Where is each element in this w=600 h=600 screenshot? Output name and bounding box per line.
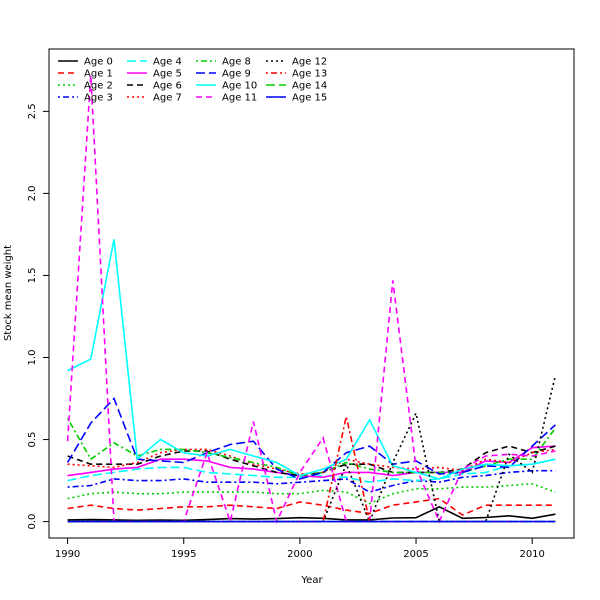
x-axis: 1990 1995 2000 2005 2010 bbox=[55, 538, 545, 560]
series-line-age-1 bbox=[67, 497, 556, 516]
series-line-age-10 bbox=[67, 239, 556, 480]
legend-label: Age 9 bbox=[222, 69, 251, 80]
x-axis-title: Year bbox=[300, 575, 323, 586]
legend-label: Age 1 bbox=[84, 69, 113, 80]
legend-label: Age 4 bbox=[153, 57, 182, 68]
y-axis: 0.0 0.5 1.0 1.5 2.0 2.5 bbox=[27, 103, 49, 530]
x-tick-label: 2000 bbox=[287, 549, 312, 560]
legend-label: Age 15 bbox=[292, 93, 327, 104]
legend-label: Age 0 bbox=[84, 57, 113, 68]
legend-label: Age 7 bbox=[153, 93, 182, 104]
y-tick-label: 2.0 bbox=[27, 185, 38, 201]
legend-label: Age 14 bbox=[292, 81, 327, 92]
y-tick-label: 0.0 bbox=[27, 514, 38, 530]
series-line-age-11 bbox=[66, 75, 556, 525]
x-tick-label: 2005 bbox=[403, 549, 428, 560]
legend-label: Age 6 bbox=[153, 81, 182, 92]
legend-label: Age 11 bbox=[222, 93, 257, 104]
series-line-age-9 bbox=[66, 397, 556, 480]
x-tick-label: 2010 bbox=[519, 549, 544, 560]
x-tick-label: 1990 bbox=[55, 549, 80, 560]
plot-frame bbox=[48, 48, 575, 539]
legend-label: Age 10 bbox=[222, 81, 257, 92]
series-line-age-8 bbox=[66, 417, 557, 477]
y-axis-title: Stock mean weight bbox=[3, 245, 14, 341]
y-tick-label: 2.5 bbox=[27, 103, 38, 119]
y-tick-label: 1.5 bbox=[27, 267, 38, 283]
series-layer bbox=[66, 75, 557, 525]
legend-label: Age 12 bbox=[292, 57, 327, 68]
series-line-age-0 bbox=[67, 505, 556, 522]
series-line-age-2 bbox=[67, 482, 556, 505]
legend-label: Age 8 bbox=[222, 57, 251, 68]
legend-label: Age 3 bbox=[84, 93, 113, 104]
legend-label: Age 5 bbox=[153, 69, 182, 80]
y-tick-label: 1.0 bbox=[27, 350, 38, 366]
legend-label: Age 13 bbox=[292, 69, 327, 80]
series-line-age-4 bbox=[67, 458, 556, 484]
legend-label: Age 2 bbox=[84, 81, 113, 92]
x-tick-label: 1995 bbox=[171, 549, 196, 560]
y-tick-label: 0.5 bbox=[27, 432, 38, 448]
series-line-age-3 bbox=[67, 469, 556, 493]
